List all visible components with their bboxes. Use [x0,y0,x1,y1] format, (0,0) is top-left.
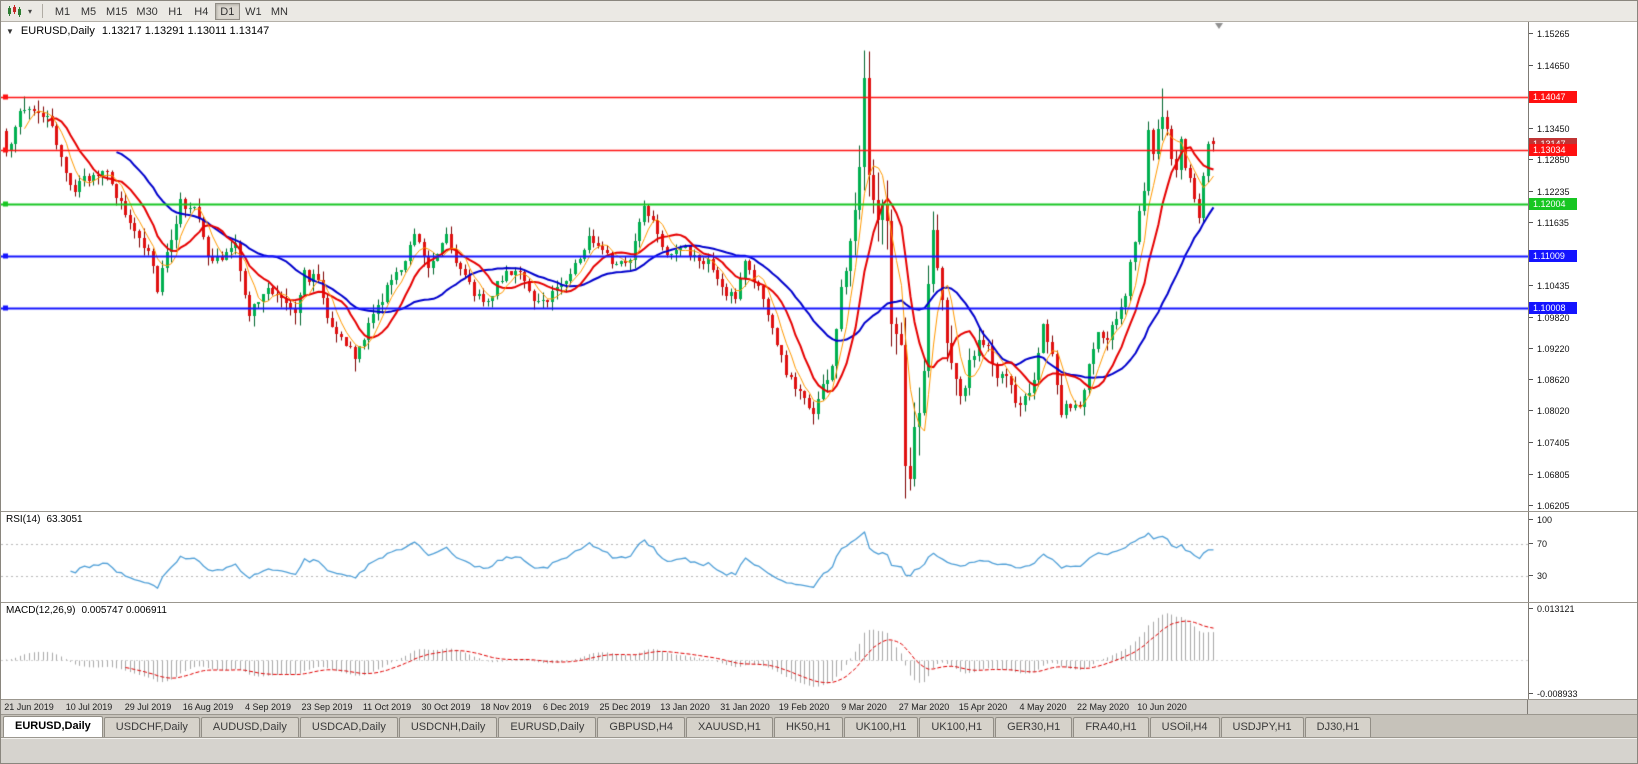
time-axis-label: 6 Dec 2019 [542,702,590,712]
timeframe-button-d1[interactable]: D1 [214,2,240,20]
time-axis-label: 23 Sep 2019 [301,702,353,712]
time-axis-label: 22 May 2020 [1076,702,1130,712]
rsi-label: RSI(14) 63.3051 [6,514,83,525]
chart-tab-13[interactable]: FRA40,H1 [1073,717,1149,737]
price-axis-label: 1.09220 [1529,343,1570,354]
price-axis-label: 1.13450 [1529,123,1570,134]
macd-canvas[interactable] [1,603,1528,699]
macd-label: MACD(12,26,9) 0.005747 0.006911 [6,605,167,616]
chart-tab-1[interactable]: EURUSD,Daily [3,716,103,737]
timeframe-button-m5[interactable]: M5 [80,5,97,18]
timeframe-button-mn[interactable]: MN [270,5,288,18]
price-axis-label: 1.08620 [1529,375,1570,386]
price-axis-label: 1.06205 [1529,501,1570,511]
macd-name: MACD(12,26,9) [6,605,76,616]
chart-tab-12[interactable]: GER30,H1 [995,717,1073,737]
rsi-axis[interactable]: 100 70 30 [1528,512,1637,602]
chart-ohlc-values: 1.13217 1.13291 1.13011 1.13147 [101,25,270,37]
timeframe-button-m15[interactable]: M15 [106,5,128,18]
price-axis-label: 1.10435 [1529,280,1570,291]
rsi-value: 63.3051 [46,514,83,525]
chart-tab-14[interactable]: USOil,H4 [1149,717,1220,737]
timeframe-button-m1[interactable]: M1 [54,5,71,18]
level-price-badge: 1.12004 [1529,197,1577,210]
macd-axis[interactable]: 0.013121 -0.008933 [1528,603,1637,699]
chart-title: ▼ EURUSD,Daily 1.13217 1.13291 1.13011 1… [6,25,269,37]
price-axis-label: 1.07405 [1529,438,1570,449]
candlestick-chart-icon[interactable] [5,3,23,19]
level-price-badge: 1.13034 [1529,144,1577,157]
price-axis-label: 1.14650 [1529,61,1570,72]
price-axis[interactable]: 1.15265 1.14650 1.13450 1.12850 1.12235 1.116… [1528,22,1637,511]
rsi-name: RSI(14) [6,514,41,525]
chart-tab-2[interactable]: USDCHF,Daily [103,717,200,737]
macd-values: 0.005747 0.006911 [81,605,167,616]
time-axis-label: 10 Jun 2020 [1137,702,1187,712]
timeframe-button-w1[interactable]: W1 [245,5,262,18]
time-axis-label: 27 Mar 2020 [898,702,950,712]
chart-tab-15[interactable]: USDJPY,H1 [1220,717,1304,737]
time-axis-label: 10 Jul 2019 [65,702,113,712]
chart-tab-3[interactable]: AUDUSD,Daily [200,717,299,737]
time-axis-track: 21 Jun 2019 10 Jul 2019 29 Jul 2019 16 Aug … [1,700,1528,714]
price-axis-label: 1.11635 [1529,218,1569,229]
timeframe-button-m30[interactable]: M30 [136,5,158,18]
chart-tab-4[interactable]: USDCAD,Daily [299,717,398,737]
time-axis-label: 15 Apr 2020 [958,702,1008,712]
time-axis-label: 4 Sep 2019 [244,702,292,712]
chart-tab-10[interactable]: UK100,H1 [843,717,919,737]
time-axis-label: 29 Jul 2019 [124,702,172,712]
time-axis-label: 4 May 2020 [1019,702,1067,712]
level-price-badge: 1.11009 [1529,249,1577,262]
time-axis-label: 30 Oct 2019 [421,702,471,712]
timeframe-buttons: M1 M5 M15 M30 H1 H4 D1 W1 MN [50,2,292,20]
macd-axis-max: 0.013121 [1529,604,1575,614]
price-axis-label: 1.15265 [1529,29,1570,39]
time-axis-label: 11 Oct 2019 [362,702,412,712]
main-chart-panel: 1.15265 1.14650 1.13450 1.12850 1.12235 1.116… [1,22,1637,512]
time-axis-label: 13 Jan 2020 [660,702,710,712]
rsi-canvas[interactable] [1,512,1528,602]
macd-panel: 0.013121 -0.008933 MACD(12,26,9) 0.005747… [1,603,1637,700]
chart-symbol-label: EURUSD,Daily [20,25,95,37]
time-axis-label: 21 Jun 2019 [4,702,54,712]
chart-tab-5[interactable]: USDCNH,Daily [398,717,498,737]
timeframe-toolbar: ▾ M1 M5 M15 M30 H1 H4 D1 W1 MN [1,1,1637,22]
time-axis-label: 18 Nov 2019 [480,702,532,712]
time-axis[interactable]: 21 Jun 2019 10 Jul 2019 29 Jul 2019 16 Aug … [1,700,1637,715]
chart-tab-9[interactable]: HK50,H1 [773,717,843,737]
level-price-badge: 1.14047 [1529,91,1577,104]
time-axis-label: 16 Aug 2019 [182,702,234,712]
price-axis-label: 1.06805 [1529,469,1570,480]
status-bar [1,738,1637,763]
price-axis-label: 1.12235 [1529,186,1570,197]
chart-tab-8[interactable]: XAUUSD,H1 [685,717,773,737]
level-price-badge: 1.10008 [1529,301,1577,314]
timeframe-button-h1[interactable]: H1 [168,5,183,18]
timeframe-button-h4[interactable]: H4 [194,5,209,18]
chart-tab-11[interactable]: UK100,H1 [919,717,995,737]
rsi-panel: 100 70 30 RSI(14) 63.3051 [1,512,1637,603]
time-axis-label: 25 Dec 2019 [599,702,651,712]
time-axis-label: 19 Feb 2020 [778,702,830,712]
price-axis-label: 1.12850 [1529,154,1570,165]
collapse-chart-icon[interactable]: ▼ [6,26,14,36]
chart-tabs: EURUSD,Daily USDCHF,Daily AUDUSD,Daily USDC… [1,715,1637,738]
price-axis-label: 1.09820 [1529,312,1570,323]
toolbar-separator [42,4,43,18]
price-chart-canvas[interactable] [1,22,1528,511]
price-axis-label: 1.08020 [1529,406,1570,417]
chart-tab-16[interactable]: DJ30,H1 [1304,717,1372,737]
chart-tab-7[interactable]: GBPUSD,H4 [597,717,685,737]
time-axis-label: 9 Mar 2020 [841,702,887,712]
chart-type-dropdown-arrow[interactable]: ▾ [27,6,32,16]
rsi-axis-label: 30 [1528,571,1548,581]
macd-axis-min: -0.008933 [1529,689,1578,699]
chart-tab-6[interactable]: EURUSD,Daily [498,717,597,737]
rsi-axis-label: 70 [1528,539,1548,549]
rsi-axis-label: 100 [1528,515,1553,525]
time-axis-label: 31 Jan 2020 [720,702,770,712]
